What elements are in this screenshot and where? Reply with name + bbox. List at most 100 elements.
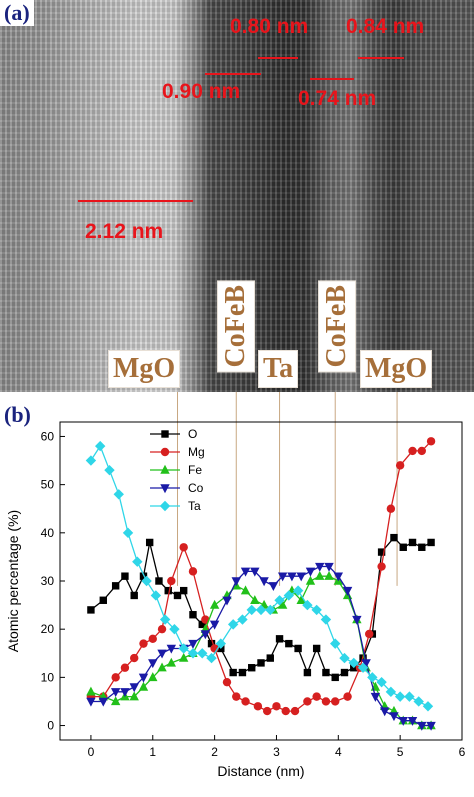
data-point-co: [370, 692, 381, 702]
data-point-fe: [129, 691, 139, 701]
series-line-mg: [90, 440, 432, 712]
data-point-co: [138, 673, 149, 683]
data-point-o: [198, 620, 206, 629]
data-point-mg: [312, 692, 321, 701]
data-point-mg: [303, 697, 312, 706]
layer-label-mgo-left: MgO: [108, 350, 181, 388]
data-point-ta: [187, 648, 199, 659]
data-point-mg: [188, 567, 198, 576]
data-point-co: [277, 572, 288, 582]
layer-label-cofeb-right: CoFeB: [318, 280, 356, 373]
data-point-co: [342, 586, 353, 596]
data-point-ta: [339, 652, 350, 664]
data-point-co: [268, 582, 279, 592]
data-point-ta: [367, 672, 378, 683]
data-point-ta: [227, 619, 239, 630]
data-point-ta: [85, 455, 97, 466]
data-point-co: [305, 567, 316, 577]
data-point-o: [121, 572, 129, 580]
data-point-fe: [240, 585, 251, 595]
data-point-o: [207, 639, 216, 648]
data-point-ta: [132, 556, 143, 567]
data-point-o: [377, 548, 386, 556]
data-point-o: [189, 611, 197, 619]
legend-marker: [160, 484, 170, 494]
data-point-mg: [232, 692, 241, 701]
data-point-mg: [167, 576, 176, 586]
scale-line-084: [358, 57, 404, 59]
legend-marker: [160, 447, 170, 457]
data-point-o: [257, 659, 265, 667]
data-point-fe: [178, 652, 189, 662]
data-point-mg: [222, 677, 232, 687]
y-tick-label: 50: [41, 478, 55, 492]
data-point-o: [111, 582, 120, 590]
data-point-co: [324, 562, 334, 572]
data-point-o: [303, 668, 312, 677]
legend-entry: O: [188, 427, 197, 441]
data-point-co: [86, 697, 96, 707]
legend-marker: [159, 500, 171, 512]
data-point-co: [222, 596, 232, 606]
data-point-fe: [277, 599, 288, 609]
x-tick-label: 5: [397, 745, 404, 759]
data-point-mg: [201, 615, 210, 624]
data-point-co: [333, 572, 344, 582]
data-point-o: [312, 644, 321, 653]
data-point-co: [352, 615, 362, 625]
data-point-co: [166, 644, 177, 654]
data-point-co: [417, 721, 427, 731]
data-point-fe: [296, 595, 306, 604]
data-point-fe: [209, 599, 220, 609]
data-point-ta: [422, 701, 434, 712]
x-axis-label: Distance (nm): [217, 763, 304, 779]
data-point-o: [130, 591, 138, 600]
layer-label-cofeb-left: CoFeB: [217, 280, 255, 373]
x-tick-label: 1: [149, 745, 156, 759]
data-point-o: [229, 668, 237, 677]
data-point-mg: [377, 562, 386, 571]
data-point-co: [379, 707, 390, 717]
data-point-mg: [386, 504, 396, 513]
series-mg: [86, 437, 436, 716]
panel-a-label: (a): [0, 0, 34, 26]
data-point-o: [164, 586, 172, 595]
x-tick-label: 2: [211, 745, 218, 759]
legend-entry: Ta: [188, 499, 201, 513]
x-tick-label: 0: [88, 745, 95, 759]
data-point-o: [427, 538, 435, 547]
data-point-ta: [348, 657, 359, 669]
measure-label-074: 0.74 nm: [298, 87, 377, 110]
data-point-fe: [250, 595, 260, 604]
data-point-mg: [417, 446, 426, 456]
y-tick-label: 10: [41, 670, 55, 684]
data-point-o: [99, 596, 107, 604]
data-point-co: [188, 639, 198, 649]
data-point-co: [120, 688, 130, 698]
data-point-o: [275, 635, 284, 643]
data-point-o: [331, 673, 339, 682]
data-point-fe: [148, 672, 158, 682]
data-point-ta: [394, 691, 406, 702]
y-axis-label: Atomic percentage (%): [5, 510, 21, 652]
data-point-co: [240, 567, 251, 577]
data-point-ta: [141, 575, 152, 587]
data-point-mg: [426, 437, 436, 446]
y-tick-label: 0: [47, 719, 54, 733]
data-point-o: [285, 639, 293, 648]
data-point-co: [129, 683, 139, 693]
scale-line-090: [205, 73, 261, 75]
measure-label-090: 0.90 nm: [162, 80, 241, 103]
data-point-fe: [110, 696, 121, 706]
data-point-co: [398, 717, 408, 726]
data-point-mg: [272, 702, 281, 711]
scale-line-212: [78, 200, 193, 202]
data-point-o: [139, 572, 148, 580]
data-point-fe: [166, 657, 177, 667]
data-point-ta: [330, 638, 341, 649]
data-point-mg: [408, 446, 417, 456]
data-point-o: [87, 606, 95, 614]
data-point-ta: [150, 590, 162, 601]
data-point-co: [296, 572, 306, 582]
